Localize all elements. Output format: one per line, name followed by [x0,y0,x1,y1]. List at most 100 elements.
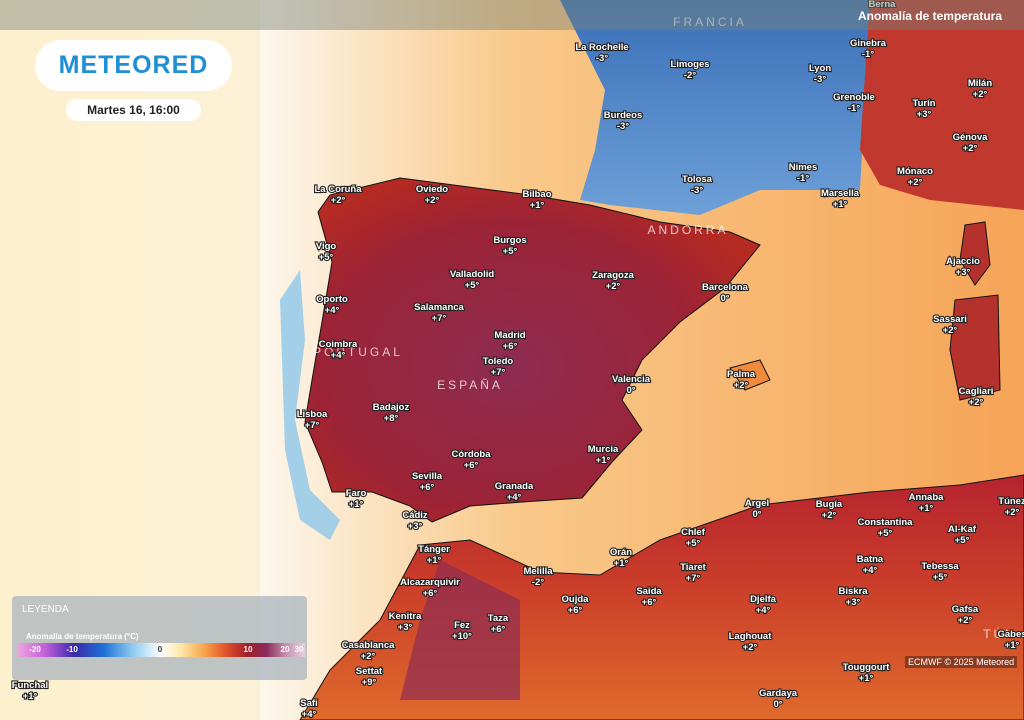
city-name: Turín [912,98,935,109]
city-anomaly: -3° [596,53,608,64]
city-anomaly: +3° [956,267,971,278]
city-name: Zaragoza [592,270,634,281]
legend-tick: 30 [294,645,304,654]
city-name: Orán [610,547,632,558]
city-anomaly: 0° [752,509,761,520]
city-name: Fez [454,620,470,631]
country-label: ESPAÑA [437,378,503,392]
city-name: Toledo [483,356,514,367]
city-name: Melilla [523,566,553,577]
city-anomaly: +6° [642,597,657,608]
top-bar [0,0,1024,30]
city-name: Alcazarquivir [400,577,460,588]
france [560,0,870,215]
city-name: Valladolid [450,269,495,280]
city-anomaly: +7° [686,573,701,584]
city-name: Saida [636,586,662,597]
city-name: Madrid [494,330,525,341]
sardinia [949,294,1001,401]
city-anomaly: +4° [756,605,771,616]
city-name: Funchal [12,680,48,691]
city-name: Burdeos [604,110,643,121]
city-anomaly: +2° [331,195,346,206]
city-name: Cádiz [402,510,428,521]
city-anomaly: +3° [408,521,423,532]
city-anomaly: -2° [532,577,544,588]
city-name: Cagliari [959,386,994,397]
city-name: Taza [488,613,509,624]
city-name: Tebessa [921,561,959,572]
city-anomaly: +2° [1005,507,1020,518]
city-anomaly: +7° [305,420,320,431]
city-anomaly: +6° [568,605,583,616]
layer-title[interactable]: Anomalía de temperatura [857,9,1002,23]
city-name: Constantina [858,517,914,528]
city-anomaly: +1° [596,455,611,466]
city-name: Coimbra [319,339,358,350]
city-anomaly: +3° [398,622,413,633]
city-anomaly: -2° [684,70,696,81]
city-name: Burgos [493,235,526,246]
city-name: Tiaret [680,562,707,573]
city-anomaly: -3° [691,185,703,196]
city-anomaly: +1° [859,673,874,684]
city-name: Ajaccio [946,256,980,267]
city-anomaly: +4° [325,305,340,316]
city-anomaly: +2° [973,89,988,100]
italy [860,0,1024,210]
color-bar [17,643,305,657]
city-name: Kenitra [389,611,422,622]
city-anomaly: +9° [362,677,377,688]
city-anomaly: +2° [822,510,837,521]
city-anomaly: +1° [23,691,38,702]
legend-tick: -20 [29,645,41,654]
city-name: Djelfa [750,594,777,605]
city-anomaly: +5° [465,280,480,291]
city-anomaly: +2° [743,642,758,653]
city-name: Palma [727,369,756,380]
city-name: Nimes [789,162,818,173]
city-anomaly: +1° [427,555,442,566]
city-name: Barcelona [702,282,749,293]
legend-subtitle: Anomalía de temperatura (°C) [26,632,139,641]
city-name: Safi [300,698,317,709]
city-anomaly: +5° [933,572,948,583]
city-anomaly: +2° [969,397,984,408]
country-label: ANDORRA [647,223,728,237]
city-name: Mónaco [897,166,933,177]
city-anomaly: -3° [814,74,826,85]
city-name: Berna [869,0,897,10]
cold-coast [280,270,340,540]
date-selector[interactable]: Martes 16, 16:00 [66,99,201,121]
city-anomaly: +1° [833,199,848,210]
city-anomaly: +6° [464,460,479,471]
city-name: Bugía [816,499,843,510]
city-name: Annaba [909,492,945,503]
city-name: Biskra [838,586,868,597]
city-anomaly: +1° [1005,640,1020,651]
city-name: Salamanca [414,302,464,313]
city-anomaly: +2° [908,177,923,188]
city-anomaly: +5° [878,528,893,539]
city-name: Oujda [562,594,590,605]
city-name: La Rochelle [575,42,628,53]
logo[interactable]: METEORED [35,40,232,91]
city-anomaly: +6° [423,588,438,599]
city-name: Murcia [588,444,619,455]
city-anomaly: +7° [432,313,447,324]
city-name: Chlef [681,527,706,538]
city-anomaly: +4° [507,492,522,503]
city-name: Milán [968,78,992,89]
city-anomaly: +2° [606,281,621,292]
city-anomaly: +1° [614,558,629,569]
city-anomaly: 0° [626,385,635,396]
city-name: Tánger [418,544,450,555]
city-name: Laghouat [729,631,773,642]
city-anomaly: +10° [452,631,472,642]
city-name: Oporto [316,294,348,305]
city-name: Oviedo [416,184,448,195]
city-name: Limoges [670,59,709,70]
credit: ECMWF © 2025 Meteored [905,656,1018,668]
city-anomaly: +4° [331,350,346,361]
